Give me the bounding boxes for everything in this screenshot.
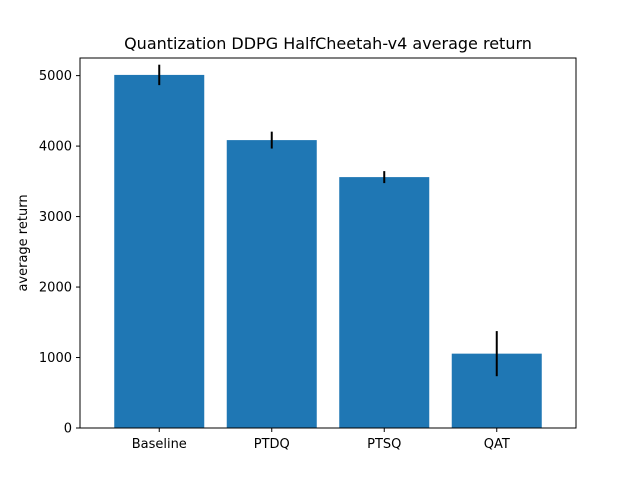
- y-axis: 0 1000 2000 3000 4000 5000: [39, 69, 80, 437]
- x-tick-label: PTDQ: [254, 437, 290, 452]
- bar-baseline: [114, 74, 205, 429]
- y-tick-label: 0: [64, 422, 72, 437]
- y-tick-label: 2000: [39, 281, 72, 296]
- plot-frame: [79, 57, 577, 429]
- bar-ptsq: [339, 177, 430, 428]
- x-tick-label: PTSQ: [367, 437, 401, 452]
- y-axis-label: average return: [16, 194, 31, 291]
- y-tick-label: 5000: [39, 69, 72, 84]
- chart-title: Quantization DDPG HalfCheetah-v4 average…: [124, 34, 532, 53]
- y-tick-label: 1000: [39, 351, 72, 366]
- x-axis: Baseline PTDQ PTSQ QAT: [132, 428, 510, 452]
- y-tick-label: 4000: [39, 140, 72, 155]
- x-tick-label: QAT: [484, 437, 510, 452]
- bar-ptdq: [226, 140, 317, 428]
- y-tick-label: 3000: [39, 210, 72, 225]
- error-bars-group: [158, 64, 498, 377]
- x-tick-label: Baseline: [132, 437, 187, 452]
